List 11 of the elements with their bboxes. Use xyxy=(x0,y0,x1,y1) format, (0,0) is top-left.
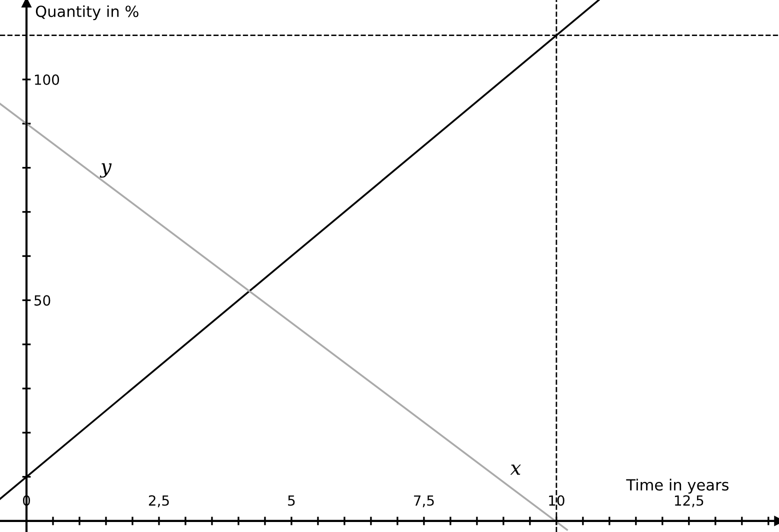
x-tick-label: 12,5 xyxy=(674,495,704,508)
y-tick-label: 100 xyxy=(34,74,60,85)
x-tick-label: 7,5 xyxy=(414,495,434,508)
annotation: y xyxy=(100,163,112,178)
x-tick-label: 10 xyxy=(549,495,564,506)
y-tick-label: 50 xyxy=(34,295,50,306)
x-tick-label: 5 xyxy=(288,495,295,506)
annotation: x xyxy=(510,464,521,475)
x-tick-label: 2,5 xyxy=(148,495,169,508)
y-axis-title: Quantity in % xyxy=(36,5,138,20)
x-axis-title: Time in years xyxy=(626,478,729,494)
